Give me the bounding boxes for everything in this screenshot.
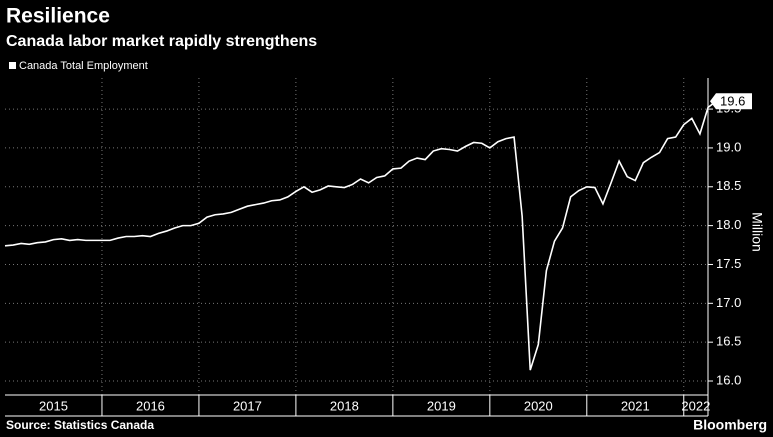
last-value-tag <box>710 93 752 110</box>
y-tick-label: 19.0 <box>716 139 741 154</box>
x-tick-label: 2016 <box>136 398 165 413</box>
chart-title: Resilience <box>6 5 110 28</box>
chart-subtitle: Canada labor market rapidly strengthens <box>6 33 317 50</box>
source: Source: Statistics Canada <box>6 418 154 432</box>
brand: Bloomberg <box>693 417 767 433</box>
legend-label: Canada Total Employment <box>19 60 148 72</box>
y-axis-label: Million <box>749 212 765 252</box>
last-value-label: 19.6 <box>720 94 745 109</box>
y-tick-label: 18.5 <box>716 178 741 193</box>
x-tick-label: 2015 <box>39 398 68 413</box>
x-tick-label: 2020 <box>524 398 553 413</box>
y-tick-label: 16.5 <box>716 334 741 349</box>
y-tick-label: 18.0 <box>716 217 741 232</box>
line-series <box>4 100 717 371</box>
y-tick-label: 16.0 <box>716 372 741 387</box>
x-tick-label: 2022 <box>681 398 710 413</box>
y-tick-label: 17.5 <box>716 256 741 271</box>
x-tick-label: 2017 <box>233 398 262 413</box>
x-tick-label: 2019 <box>427 398 456 413</box>
x-tick-label: 2018 <box>330 398 359 413</box>
y-tick-label: 17.0 <box>716 295 741 310</box>
x-tick-label: 2021 <box>621 398 650 413</box>
legend-swatch <box>9 62 16 69</box>
